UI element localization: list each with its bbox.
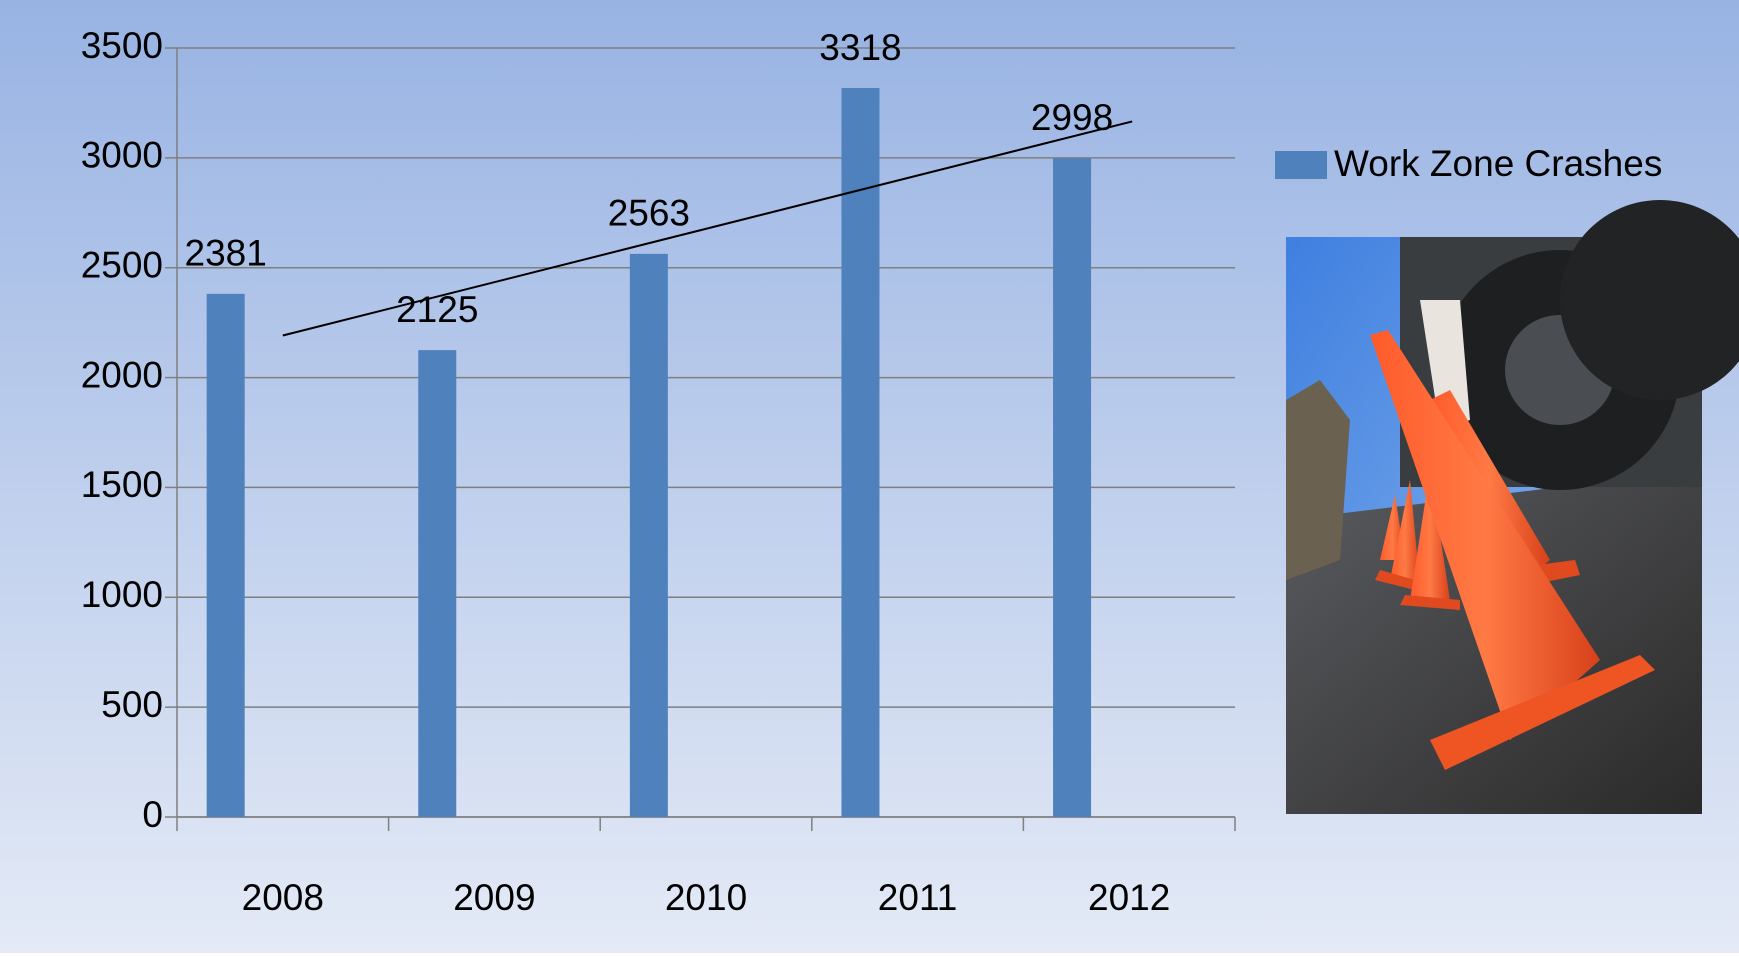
x-tick-label: 2008 — [242, 877, 324, 918]
x-tick-label: 2009 — [453, 877, 535, 918]
x-tick-label: 2012 — [1088, 877, 1170, 918]
y-tick-label: 3500 — [81, 25, 163, 66]
legend-swatch — [1275, 151, 1327, 179]
data-label: 3318 — [819, 27, 901, 68]
data-label: 2125 — [396, 289, 478, 330]
y-tick-label: 500 — [101, 684, 163, 725]
bar — [418, 350, 456, 817]
bar — [207, 294, 245, 817]
data-label: 2998 — [1031, 97, 1113, 138]
bar — [841, 88, 879, 817]
bar — [630, 254, 668, 817]
x-tick-label: 2011 — [878, 877, 958, 918]
bar — [1053, 158, 1091, 817]
data-label: 2381 — [185, 233, 267, 274]
photo — [1286, 200, 1739, 814]
y-tick-label: 2500 — [81, 244, 163, 285]
page: {"chart_data": {"type": "bar", "categori… — [0, 0, 1739, 953]
y-tick-label: 2000 — [81, 354, 163, 395]
y-tick-label: 3000 — [81, 135, 163, 176]
data-label: 2563 — [608, 193, 690, 234]
y-tick-label: 0 — [142, 794, 163, 835]
y-tick-label: 1000 — [81, 574, 163, 615]
y-tick-label: 1500 — [81, 464, 163, 505]
legend-label: Work Zone Crashes — [1334, 143, 1662, 184]
chart: 0 500 1000 1500 2000 2500 3000 3500 2008 2381 2009… — [0, 0, 1739, 953]
x-tick-label: 2010 — [665, 877, 747, 918]
